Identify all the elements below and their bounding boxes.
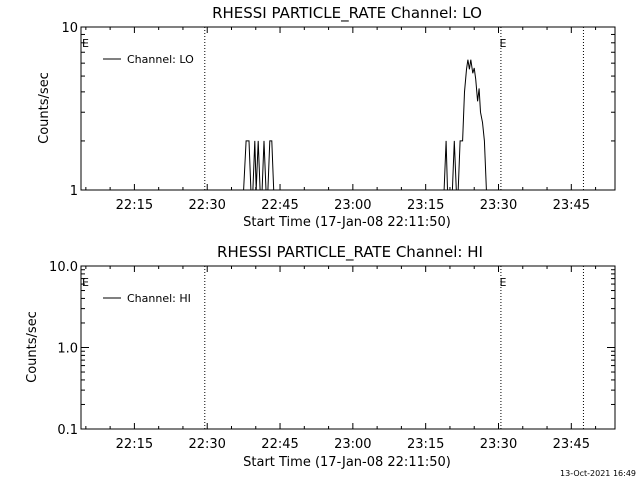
- x-tick-label: 22:45: [261, 198, 298, 213]
- panel-hi: RHESSI PARTICLE_RATE Channel: HI Counts/…: [25, 243, 616, 470]
- vertical-markers: [204, 27, 584, 190]
- axis-ticks: 22:15 22:30 22:45 23:00 23:15 23:30 23:45 1 10: [61, 21, 615, 213]
- x-tick-label: 23:15: [407, 437, 444, 452]
- legend: Channel: LO: [103, 53, 194, 66]
- legend: Channel: HI: [103, 292, 191, 305]
- x-tick-label: 22:30: [188, 198, 225, 213]
- x-axis-label: Start Time (17-Jan-08 22:11:50): [243, 215, 451, 230]
- x-tick-label: 22:30: [188, 437, 225, 452]
- event-marker-label: E: [499, 276, 506, 289]
- y-axis-label: Counts/sec: [37, 72, 52, 144]
- x-tick-label: 22:45: [261, 437, 298, 452]
- x-tick-label: 22:15: [116, 437, 153, 452]
- chart-title: RHESSI PARTICLE_RATE Channel: LO: [212, 4, 482, 23]
- legend-label: Channel: HI: [127, 292, 191, 305]
- x-tick-label: 23:30: [480, 437, 517, 452]
- x-tick-label: 23:45: [553, 198, 590, 213]
- series-layer: [243, 59, 487, 191]
- x-axis-label: Start Time (17-Jan-08 22:11:50): [243, 455, 451, 470]
- y-tick-label: 0.1: [57, 423, 78, 438]
- legend-label: Channel: LO: [127, 53, 194, 66]
- chart-title: RHESSI PARTICLE_RATE Channel: HI: [217, 243, 483, 262]
- y-axis-label: Counts/sec: [25, 311, 40, 383]
- x-tick-label: 23:45: [553, 437, 590, 452]
- y-tick-label: 10.0: [49, 260, 78, 275]
- y-tick-label: 1.0: [57, 342, 78, 357]
- x-tick-label: 23:15: [407, 198, 444, 213]
- y-tick-label: 10: [61, 21, 78, 36]
- panel-lo: RHESSI PARTICLE_RATE Channel: LO Counts/…: [37, 4, 616, 230]
- event-marker-label: E: [82, 37, 89, 50]
- axis-ticks: 22:15 22:30 22:45 23:00 23:15 23:30 23:45 0.1 1.…: [49, 260, 615, 452]
- vertical-markers: [204, 266, 584, 429]
- x-tick-label: 23:00: [334, 198, 371, 213]
- series-line: [243, 59, 487, 191]
- x-tick-label: 23:30: [480, 198, 517, 213]
- x-tick-label: 22:15: [116, 198, 153, 213]
- plot-frame: [80, 26, 616, 191]
- footer-timestamp: 13-Oct-2021 16:49: [560, 469, 636, 478]
- event-marker-label: E: [499, 37, 506, 50]
- plot-frame: [80, 265, 616, 430]
- x-tick-label: 23:00: [334, 437, 371, 452]
- y-tick-label: 1: [70, 184, 78, 199]
- event-marker-label: E: [82, 276, 89, 289]
